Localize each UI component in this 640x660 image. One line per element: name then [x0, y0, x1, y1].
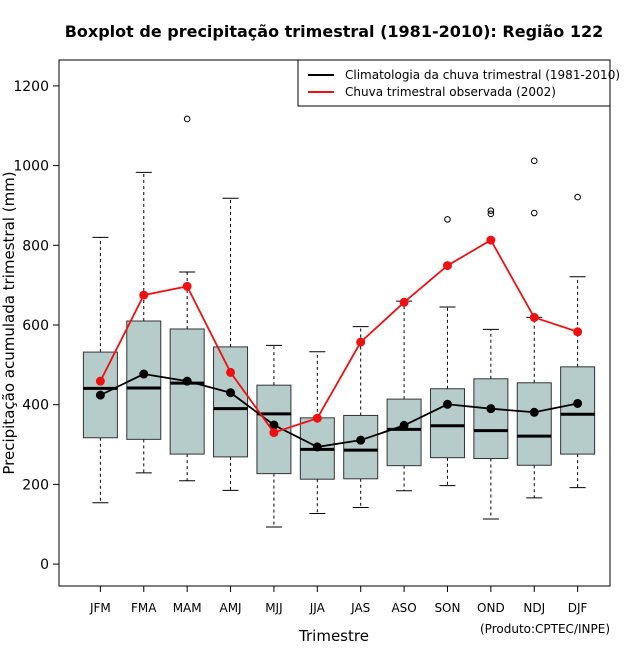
- y-tick-label: 0: [40, 557, 49, 573]
- series-line-climatology: [99, 373, 578, 448]
- series-point-climatology: [573, 398, 583, 408]
- box-jja: [299, 351, 335, 514]
- box-iqr: [169, 328, 205, 455]
- box-ond: [473, 207, 509, 520]
- x-tick-label: NDJ: [523, 601, 545, 615]
- x-tick-label: AMJ: [219, 601, 241, 615]
- series-point-observed: [269, 428, 279, 438]
- outlier-point: [487, 210, 495, 218]
- series-point-observed: [529, 312, 539, 322]
- box-iqr: [516, 382, 552, 466]
- x-tick-label: MAM: [173, 601, 202, 615]
- box-amj: [213, 197, 249, 491]
- outlier-point: [444, 216, 451, 223]
- x-axis-label: Trimestre: [298, 627, 369, 645]
- chart-title: Boxplot de precipitação trimestral (1981…: [65, 22, 604, 41]
- series-point-observed: [356, 337, 366, 347]
- x-tick-label: ASO: [391, 601, 416, 615]
- outlier-point: [530, 209, 538, 217]
- series-point-observed: [182, 281, 192, 291]
- box-aso: [386, 300, 422, 492]
- outlier-point: [574, 193, 581, 201]
- series-point-climatology: [442, 399, 452, 409]
- legend: Climatologia da chuva trimestral (1981-2…: [297, 59, 620, 107]
- plot-area: [82, 115, 596, 528]
- legend-label-climatology: Climatologia da chuva trimestral (1981-2…: [345, 68, 620, 82]
- y-axis-label: Precipitação acumulada trimestral (mm): [0, 171, 18, 474]
- series-line-observed: [99, 238, 578, 434]
- series-point-observed: [312, 413, 322, 423]
- series-point-climatology: [182, 376, 192, 386]
- series-point-climatology: [312, 442, 322, 452]
- credit-label: (Produto:CPTEC/INPE): [480, 622, 610, 636]
- y-tick-label: 600: [22, 318, 49, 334]
- box-iqr: [386, 398, 422, 467]
- series-point-observed: [573, 327, 583, 337]
- box-jas: [343, 326, 379, 508]
- outlier-point: [530, 157, 538, 165]
- series-point-climatology: [226, 388, 236, 398]
- x-tick-label: DJF: [568, 601, 588, 615]
- x-tick-label: FMA: [131, 601, 157, 615]
- legend-box: [297, 59, 611, 107]
- box-djf: [560, 193, 596, 489]
- box-son: [429, 216, 465, 487]
- series-point-climatology: [486, 404, 496, 414]
- x-tick-label: MJJ: [265, 601, 282, 615]
- y-tick-label: 1200: [13, 79, 49, 95]
- series-point-climatology: [529, 407, 539, 417]
- series-point-observed: [442, 261, 452, 271]
- outlier-point: [183, 115, 191, 123]
- box-ndj: [516, 157, 552, 499]
- x-tick-label: SON: [434, 601, 460, 615]
- box-fma: [126, 171, 162, 474]
- box-mam: [169, 115, 205, 482]
- y-tick-label: 200: [22, 477, 49, 493]
- x-tick-label: OND: [477, 601, 505, 615]
- series-point-observed: [226, 367, 236, 377]
- series-point-observed: [95, 376, 105, 386]
- series-point-climatology: [399, 420, 409, 430]
- box-iqr: [343, 414, 379, 480]
- series-point-observed: [139, 290, 149, 300]
- box-jfm: [82, 236, 118, 504]
- y-tick-label: 400: [22, 398, 49, 414]
- x-axis: JFM FMA MAM AMJ MJJ JJA JAS ASO SON OND NDJ DJF: [89, 586, 588, 615]
- x-tick-label: JJA: [309, 601, 326, 615]
- outlier-point: [487, 207, 495, 214]
- y-tick-label: 1000: [13, 159, 49, 175]
- series-point-climatology: [356, 435, 366, 445]
- x-tick-label: JAS: [350, 601, 370, 615]
- x-tick-label: JFM: [89, 601, 111, 615]
- box-iqr: [560, 366, 596, 455]
- y-axis: 0 200 400 600 800 1000 1200: [13, 79, 59, 573]
- series-point-observed: [486, 235, 496, 245]
- box-iqr: [473, 378, 509, 459]
- series-point-climatology: [139, 369, 149, 379]
- y-tick-label: 800: [22, 238, 49, 254]
- series-point-climatology: [95, 390, 105, 400]
- box-iqr: [429, 388, 465, 459]
- series-point-observed: [399, 297, 409, 307]
- legend-label-observed: Chuva trimestral observada (2002): [345, 85, 556, 99]
